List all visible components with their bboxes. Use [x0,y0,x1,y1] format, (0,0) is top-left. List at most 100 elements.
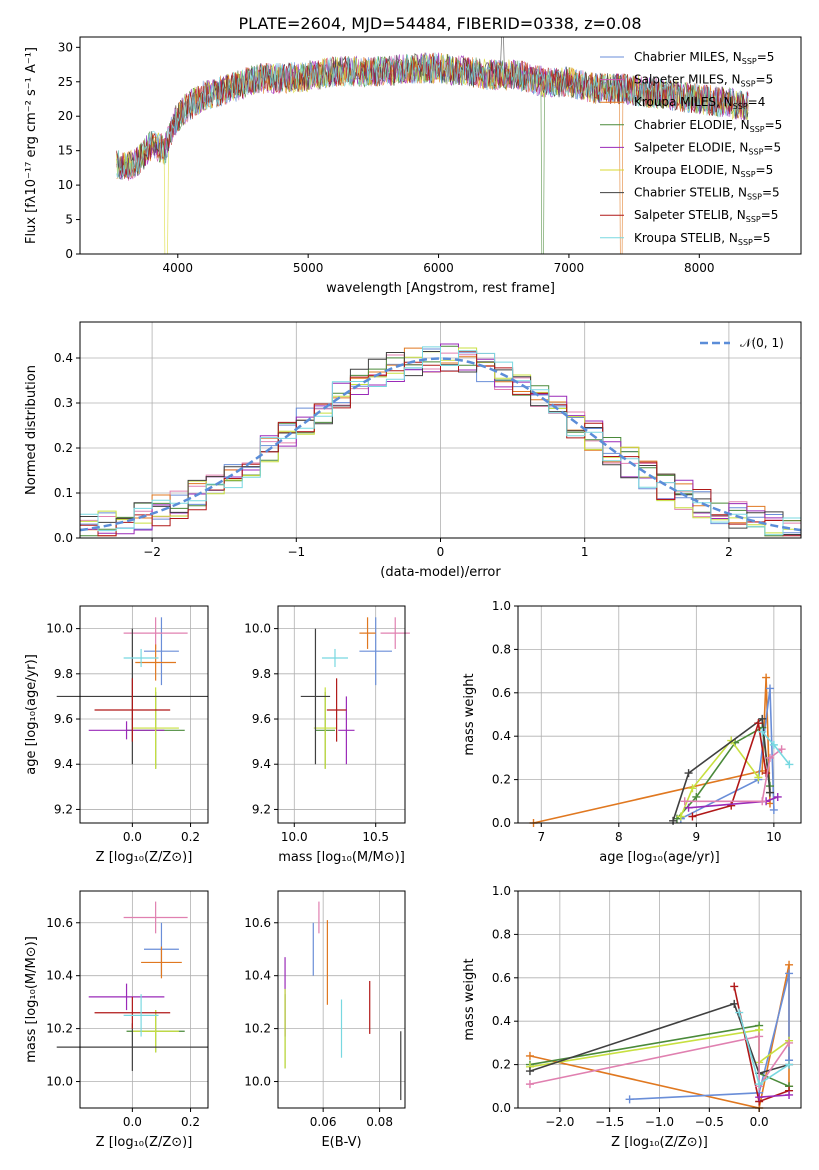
weight-marker [735,1008,744,1017]
y-tick-label: 10.6 [244,916,271,930]
y-tick-label: 0.2 [54,441,73,455]
weight-marker [785,1060,794,1069]
weight-line [533,677,771,824]
weight-marker [525,1067,534,1076]
x-tick-label: −2.0 [545,1115,574,1129]
y-tick-label: 0.1 [54,486,73,500]
y-tick-label: 10.0 [244,622,271,636]
y-tick-label: 10.4 [46,969,73,983]
y-tick-label: 1.0 [492,599,511,613]
y-tick-label: 0.6 [492,971,511,985]
legend-entry: Kroupa ELODIE, NSSP=5 [634,163,773,179]
y-tick-label: 30 [58,40,73,54]
x-tick-label: 4000 [163,261,194,275]
y-tick-label: 1.0 [492,884,511,898]
weight-marker [684,769,693,778]
x-axis-label: Z [log₁₀(Z/Z⊙)] [611,1135,708,1150]
y-tick-label: 10.2 [46,1022,73,1036]
x-tick-label: 0.08 [366,1115,393,1129]
y-tick-label: 0.8 [492,642,511,656]
weight-marker [785,1038,794,1047]
y-tick-label: 0.3 [54,396,73,410]
x-axis-label: Z [log₁₀(Z/Z⊙)] [96,1135,193,1150]
y-tick-label: 10.4 [244,969,271,983]
y-tick-label: 9.2 [252,802,271,816]
y-tick-label: 0.0 [492,816,511,830]
x-tick-label: 1 [581,545,589,559]
y-tick-label: 15 [58,144,73,158]
x-tick-label: 5000 [293,261,324,275]
x-axis-label: E(B-V) [321,1135,361,1150]
weight-marker [769,740,778,749]
x-tick-label: 6000 [423,261,454,275]
y-tick-label: 0.2 [492,773,511,787]
legend-entry: Kroupa STELIB, NSSP=5 [634,231,771,247]
weight-marker [755,1080,764,1089]
x-tick-label: 0.2 [181,830,200,844]
axes-frame [79,36,802,255]
x-tick-label: 10 [766,830,781,844]
weight-line [684,748,783,803]
x-axis-label: (data-model)/error [380,565,501,580]
weight-marker [692,792,701,801]
weight-marker [777,745,786,754]
y-tick-label: 20 [58,109,73,123]
axes-frame [277,605,406,824]
axes-frame [517,605,802,824]
y-tick-label: 10.6 [46,916,73,930]
x-tick-label: 9 [693,830,701,844]
y-tick-label: 0.0 [492,1101,511,1115]
y-tick-label: 5 [65,213,73,227]
weight-marker [680,797,689,806]
x-axis-label: mass [log₁₀(M/M⊙)] [278,850,405,865]
x-tick-label: −2 [143,545,161,559]
weight-marker [525,1051,534,1060]
x-tick-label: 0.06 [310,1115,337,1129]
weight-marker [758,797,767,806]
weight-marker [762,673,771,682]
y-tick-label: 9.6 [54,712,73,726]
spectrum-line [116,52,749,178]
weight-marker [727,801,736,810]
y-tick-label: 0.8 [492,927,511,941]
y-tick-label: 0.0 [54,531,73,545]
weight-marker [730,982,739,991]
weight-line [629,973,790,1101]
y-tick-label: 10.0 [244,1075,271,1089]
y-tick-label: 9.8 [252,667,271,681]
y-tick-label: 25 [58,75,73,89]
y-tick-label: 0.4 [492,1014,511,1028]
weight-marker [676,812,685,821]
y-axis-label: age [log₁₀(age/yr)] [24,654,39,775]
axes-frame [79,890,209,1109]
x-tick-label: 8 [615,830,623,844]
y-axis-label: mass weight [462,958,477,1040]
weight-marker [688,784,697,793]
weight-marker [684,803,693,812]
weight-marker [765,684,774,693]
legend-entry: Chabrier ELODIE, NSSP=5 [634,118,782,134]
x-tick-label: 0.0 [123,1115,142,1129]
y-tick-label: 0.4 [492,729,511,743]
legend-entry: Chabrier STELIB, NSSP=5 [634,186,780,202]
spectrum-line [116,52,749,180]
x-tick-label: −1.0 [645,1115,674,1129]
x-tick-label: 0 [437,545,445,559]
weight-marker [785,1090,794,1099]
x-tick-label: 10.0 [281,830,308,844]
x-tick-label: 10.5 [362,830,389,844]
x-tick-label: 0.0 [123,830,142,844]
weight-line [672,717,771,822]
x-tick-label: −0.5 [695,1115,724,1129]
normal-curve [79,357,802,532]
weight-marker [730,999,739,1008]
x-tick-label: 7 [537,830,545,844]
histogram-step [79,346,802,538]
y-tick-label: 0.4 [54,351,73,365]
x-tick-label: 0.2 [181,1115,200,1129]
x-tick-label: −1.5 [595,1115,624,1129]
y-axis-label: mass weight [462,673,477,755]
weight-marker [755,1032,764,1041]
y-tick-label: 9.4 [252,757,271,771]
